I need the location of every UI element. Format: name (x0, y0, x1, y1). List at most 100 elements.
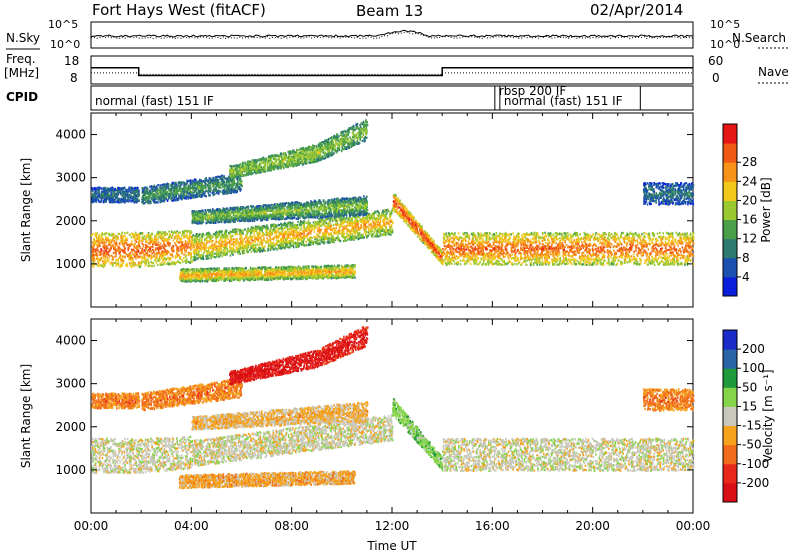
scatter-point (215, 256, 217, 258)
scatter-point (158, 241, 160, 243)
scatter-point (117, 190, 119, 192)
scatter-point (171, 247, 173, 249)
scatter-point (390, 216, 392, 218)
scatter-point (242, 240, 244, 242)
scatter-point (370, 224, 372, 226)
scatter-point (124, 255, 126, 257)
scatter-point (319, 236, 321, 238)
scatter-point (259, 229, 261, 231)
scatter-point (230, 237, 232, 239)
scatter-point (100, 248, 102, 250)
scatter-point (144, 193, 146, 195)
scatter-point (174, 263, 176, 265)
scatter-point (167, 191, 169, 193)
scatter-point (233, 241, 235, 243)
scatter-point (360, 226, 362, 228)
scatter-point (93, 258, 95, 260)
scatter-point (240, 190, 242, 192)
scatter-point (358, 227, 360, 229)
scatter-point (125, 241, 127, 243)
scatter-point (208, 232, 210, 234)
noise-tick-right-bottom: 10^0 (710, 38, 740, 51)
rti-plot: Fort Hays West (fitACF) Beam 13 02/Apr/2… (0, 0, 800, 554)
scatter-point (124, 248, 126, 250)
scatter-point (286, 233, 288, 235)
scatter-point (278, 224, 280, 226)
scatter-point (207, 236, 209, 238)
scatter-point (358, 233, 360, 235)
scatter-point (151, 198, 153, 200)
scatter-point (321, 224, 323, 226)
scatter-point (267, 248, 269, 250)
scatter-point (385, 229, 387, 231)
scatter-point (176, 240, 178, 242)
scatter-point (194, 235, 196, 237)
scatter-point (297, 224, 299, 226)
scatter-point (202, 248, 204, 250)
scatter-point (144, 199, 146, 201)
scatter-point (208, 241, 210, 243)
scatter-point (230, 192, 232, 194)
scatter-point (186, 183, 188, 185)
scatter-point (341, 223, 343, 225)
scatter-point (289, 237, 291, 239)
scatter-point (256, 226, 258, 228)
scatter-point (292, 225, 294, 227)
scatter-point (252, 240, 254, 242)
scatter-point (389, 220, 391, 222)
scatter-point (274, 248, 276, 250)
scatter-point (135, 258, 137, 260)
scatter-point (296, 245, 298, 247)
scatter-point (283, 232, 285, 234)
cpid-label: CPID (6, 90, 38, 104)
scatter-point (222, 189, 224, 191)
scatter-point (308, 225, 310, 227)
scatter-point (285, 224, 287, 226)
scatter-point (123, 188, 125, 190)
scatter-point (198, 186, 200, 188)
scatter-point (172, 235, 174, 237)
scatter-point (105, 236, 107, 238)
scatter-point (142, 197, 144, 199)
scatter-point (106, 197, 108, 199)
scatter-point (146, 241, 148, 243)
scatter-point (156, 237, 158, 239)
scatter-point (373, 222, 375, 224)
scatter-point (369, 215, 371, 217)
scatter-point (258, 249, 260, 251)
scatter-point (302, 241, 304, 243)
scatter-point (191, 194, 193, 196)
scatter-point (237, 188, 239, 190)
scatter-point (310, 244, 312, 246)
scatter-point (184, 249, 186, 251)
scatter-point (150, 246, 152, 248)
scatter-point (189, 188, 191, 190)
scatter-point (220, 244, 222, 246)
scatter-point (209, 246, 211, 248)
scatter-point (325, 233, 327, 235)
scatter-point (165, 240, 167, 242)
scatter-point (114, 252, 116, 254)
scatter-point (317, 223, 319, 225)
scatter-point (357, 219, 359, 221)
scatter-point (124, 191, 126, 193)
scatter-point (295, 230, 297, 232)
scatter-point (249, 244, 251, 246)
scatter-point (135, 238, 137, 240)
scatter-point (132, 250, 134, 252)
scatter-point (228, 242, 230, 244)
scatter-point (113, 246, 115, 248)
scatter-point (182, 188, 184, 190)
scatter-point (178, 247, 180, 249)
scatter-point (361, 220, 363, 222)
scatter-point (288, 231, 290, 233)
scatter-point (118, 246, 120, 248)
scatter-point (273, 228, 275, 230)
scatter-point (279, 240, 281, 242)
scatter-point (287, 241, 289, 243)
scatter-point (215, 238, 217, 240)
scatter-point (137, 256, 139, 258)
scatter-point (352, 233, 354, 235)
scatter-point (144, 250, 146, 252)
scatter-point (171, 197, 173, 199)
